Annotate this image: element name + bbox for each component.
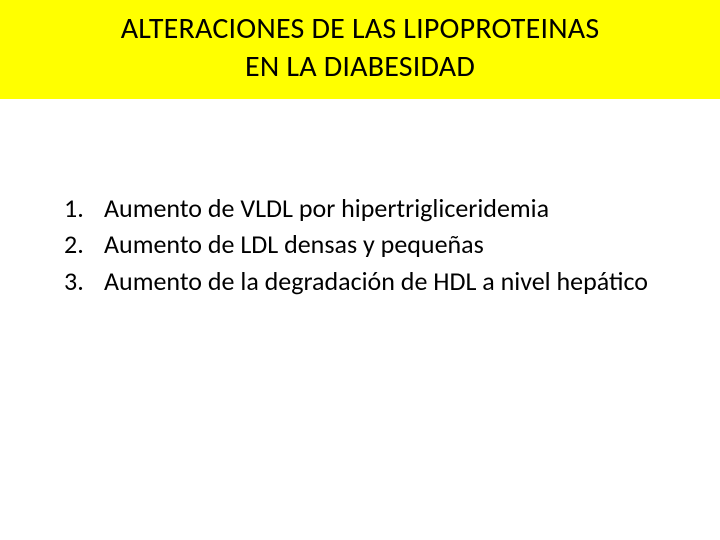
- list-item: Aumento de LDL densas y pequeñas: [60, 227, 660, 261]
- list-item-text: Aumento de la degradación de HDL a nivel…: [104, 265, 648, 297]
- numbered-list: Aumento de VLDL por hipertrigliceridemia…: [60, 191, 660, 298]
- title-line-1: ALTERACIONES DE LAS LIPOPROTEINAS: [121, 10, 600, 47]
- title-bar: ALTERACIONES DE LAS LIPOPROTEINAS EN LA …: [0, 0, 720, 99]
- list-item-text: Aumento de LDL densas y pequeñas: [104, 228, 484, 260]
- title-line-2: EN LA DIABESIDAD: [245, 48, 475, 85]
- list-item-text: Aumento de VLDL por hipertrigliceridemia: [104, 192, 549, 224]
- content-area: Aumento de VLDL por hipertrigliceridemia…: [0, 99, 720, 298]
- list-item: Aumento de VLDL por hipertrigliceridemia: [60, 191, 660, 225]
- slide-title: ALTERACIONES DE LAS LIPOPROTEINAS EN LA …: [20, 10, 700, 85]
- list-item: Aumento de la degradación de HDL a nivel…: [60, 264, 660, 298]
